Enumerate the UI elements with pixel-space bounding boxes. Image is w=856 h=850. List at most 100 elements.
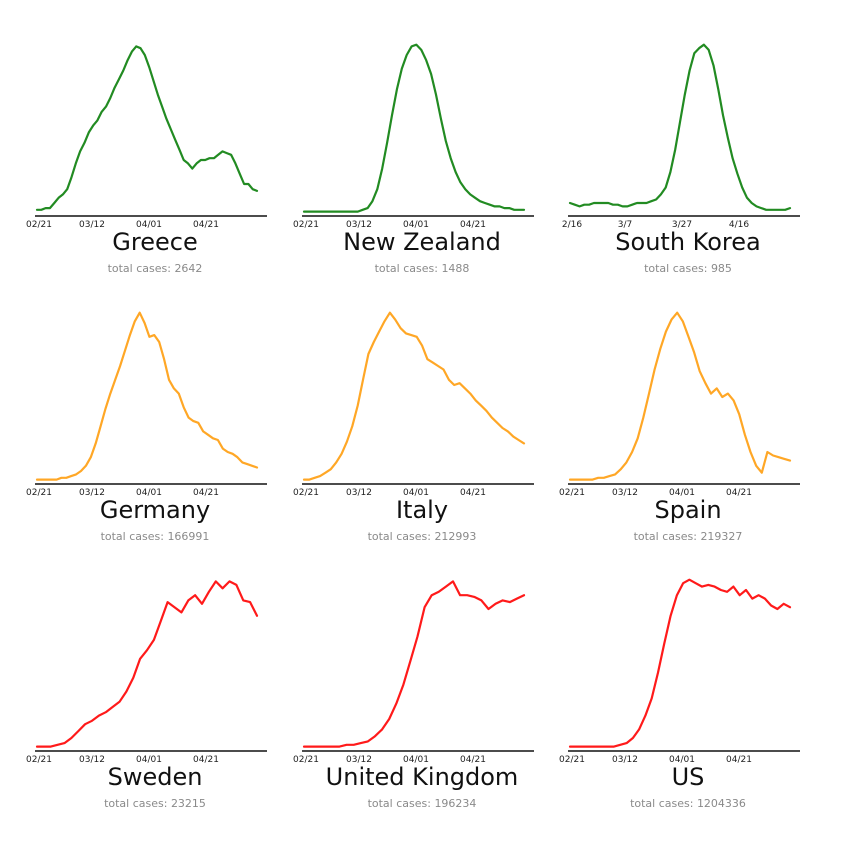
chart-panel: 02/21 03/12 04/01 04/21 Germany total cases: … — [26, 303, 285, 573]
total-cases-value: 23215 — [170, 797, 206, 810]
total-cases-label: total cases: — [633, 530, 701, 543]
country-title: Greece — [112, 228, 198, 256]
line-chart: 02/21 03/12 04/01 04/21 — [559, 311, 800, 498]
total-cases: total cases: 1204336 — [568, 797, 808, 810]
series-line — [568, 43, 792, 211]
country-title: Italy — [395, 496, 449, 524]
total-cases-value: 166991 — [167, 530, 210, 543]
x-tick-label: 04/01 — [669, 488, 695, 498]
chart-panel: 02/21 03/12 04/01 04/21 United Kingdom total … — [293, 570, 552, 840]
x-tick-label: 03/12 — [346, 220, 372, 230]
x-tick-label: 03/12 — [612, 488, 638, 498]
chart-panel: 02/21 03/12 04/01 04/21 New Zealand total cas… — [293, 35, 552, 305]
x-tick-label: 04/01 — [136, 755, 162, 765]
total-cases: total cases: 212993 — [302, 530, 542, 543]
x-tick-label: 02/21 — [26, 488, 52, 498]
x-tick-label: 04/21 — [460, 220, 486, 230]
line-chart: 02/21 03/12 04/01 04/21 — [293, 43, 534, 230]
x-tick-label: 03/12 — [79, 220, 105, 230]
country-title: Sweden — [107, 763, 203, 791]
total-cases-label: total cases: — [367, 797, 435, 810]
x-tick-label: 03/12 — [79, 488, 105, 498]
series-line — [568, 311, 792, 481]
x-tick-label: 04/21 — [193, 488, 219, 498]
x-tick-label: 04/21 — [460, 755, 486, 765]
x-tick-label: 4/16 — [729, 220, 749, 230]
x-tick-label: 02/21 — [559, 488, 585, 498]
total-cases-label: total cases: — [630, 797, 697, 810]
country-title: South Korea — [615, 228, 761, 256]
total-cases-label: total cases: — [367, 530, 435, 543]
total-cases-value: 1204336 — [696, 797, 746, 810]
total-cases-label: total cases: — [107, 262, 175, 275]
total-cases: total cases: 219327 — [568, 530, 808, 543]
line-chart: 02/21 03/12 04/01 04/21 — [293, 311, 534, 498]
series-line — [568, 578, 792, 748]
total-cases: total cases: 166991 — [35, 530, 275, 543]
x-tick-label: 04/01 — [403, 755, 429, 765]
total-cases-value: 2642 — [174, 262, 203, 275]
total-cases-label: total cases: — [100, 530, 168, 543]
x-tick-label: 02/21 — [26, 755, 52, 765]
country-title: US — [671, 763, 705, 791]
x-tick-label: 04/01 — [136, 488, 162, 498]
series-line — [302, 580, 526, 748]
total-cases: total cases: 196234 — [302, 797, 542, 810]
series-line — [35, 580, 259, 748]
total-cases-value: 985 — [710, 262, 732, 275]
x-tick-label: 02/21 — [559, 755, 585, 765]
x-tick-label: 03/12 — [612, 755, 638, 765]
chart-panel: 02/21 03/12 04/01 04/21 US total cases: 12043… — [559, 570, 818, 840]
series-line — [302, 311, 526, 481]
x-tick-label: 02/21 — [293, 220, 319, 230]
x-tick-label: 04/21 — [726, 488, 752, 498]
x-tick-label: 04/21 — [726, 755, 752, 765]
chart-panel: 02/21 03/12 04/01 04/21 Sweden total cases: 2… — [26, 570, 285, 840]
chart-panel: 2/16 3/7 3/27 4/16 South Korea total cases: 9… — [562, 35, 818, 305]
x-tick-label: 02/21 — [293, 755, 319, 765]
total-cases-value: 219327 — [700, 530, 743, 543]
x-tick-label: 3/7 — [618, 220, 632, 230]
total-cases: total cases: 23215 — [35, 797, 275, 810]
line-chart: 02/21 03/12 04/01 04/21 — [293, 580, 534, 765]
country-title: Germany — [99, 496, 211, 524]
total-cases-label: total cases: — [374, 262, 442, 275]
chart-panel: 02/21 03/12 04/01 04/21 Greece total cases: 2… — [26, 35, 285, 305]
x-tick-label: 03/12 — [346, 755, 372, 765]
x-tick-label: 3/27 — [672, 220, 692, 230]
total-cases-value: 212993 — [434, 530, 477, 543]
x-tick-label: 04/01 — [403, 220, 429, 230]
x-tick-label: 04/01 — [136, 220, 162, 230]
total-cases: total cases: 2642 — [35, 262, 275, 275]
x-tick-label: 04/01 — [669, 755, 695, 765]
total-cases-label: total cases: — [104, 797, 171, 810]
x-tick-label: 02/21 — [293, 488, 319, 498]
total-cases: total cases: 1488 — [302, 262, 542, 275]
country-title: United Kingdom — [325, 763, 519, 791]
line-chart: 02/21 03/12 04/01 04/21 — [26, 311, 267, 498]
x-tick-label: 02/21 — [26, 220, 52, 230]
line-chart: 2/16 3/7 3/27 4/16 — [562, 43, 800, 230]
x-tick-label: 04/21 — [193, 755, 219, 765]
chart-panel: 02/21 03/12 04/01 04/21 Spain total cases: 21… — [559, 303, 818, 573]
country-title: Spain — [654, 496, 722, 524]
total-cases-value: 196234 — [434, 797, 477, 810]
x-tick-label: 04/21 — [193, 220, 219, 230]
series-line — [35, 311, 259, 481]
x-tick-label: 04/01 — [403, 488, 429, 498]
line-chart: 02/21 03/12 04/01 04/21 — [26, 580, 267, 765]
x-tick-label: 04/21 — [460, 488, 486, 498]
x-tick-label: 03/12 — [346, 488, 372, 498]
x-tick-label: 2/16 — [562, 220, 582, 230]
total-cases-label: total cases: — [644, 262, 711, 275]
line-chart: 02/21 03/12 04/01 04/21 — [559, 578, 800, 765]
total-cases-value: 1488 — [441, 262, 470, 275]
series-line — [35, 45, 259, 211]
series-line — [302, 43, 526, 213]
line-chart: 02/21 03/12 04/01 04/21 — [26, 45, 267, 230]
chart-panel: 02/21 03/12 04/01 04/21 Italy total cases: 21… — [293, 303, 552, 573]
x-tick-label: 03/12 — [79, 755, 105, 765]
country-title: New Zealand — [343, 228, 501, 256]
total-cases: total cases: 985 — [568, 262, 808, 275]
